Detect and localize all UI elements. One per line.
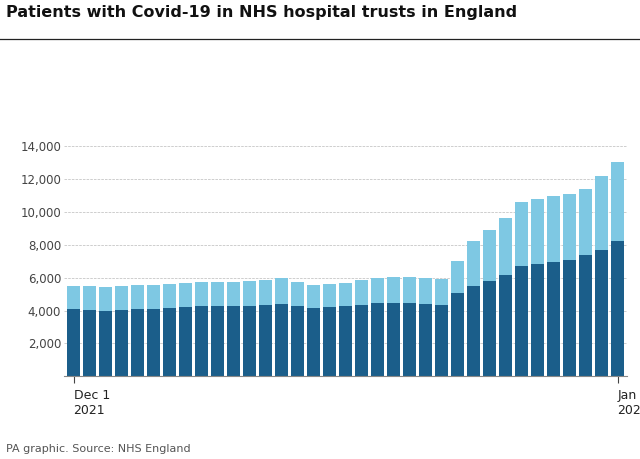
Bar <box>291 306 304 376</box>
Bar <box>115 310 128 376</box>
Bar <box>131 285 144 309</box>
Bar <box>371 278 384 303</box>
Bar <box>259 305 272 376</box>
Bar <box>579 255 592 376</box>
Bar <box>579 189 592 255</box>
Bar <box>611 162 624 241</box>
Bar <box>547 196 560 262</box>
Bar <box>611 241 624 376</box>
Bar <box>531 199 544 263</box>
Bar <box>147 309 160 376</box>
Bar <box>483 281 496 376</box>
Bar <box>499 218 512 275</box>
Bar <box>259 280 272 305</box>
Bar <box>99 287 112 311</box>
Bar <box>115 286 128 310</box>
Bar <box>467 241 480 286</box>
Bar <box>243 306 256 376</box>
Bar <box>147 285 160 309</box>
Bar <box>211 282 224 307</box>
Bar <box>435 279 448 305</box>
Bar <box>323 284 336 307</box>
Bar <box>67 309 80 376</box>
Bar <box>403 303 416 376</box>
Bar <box>211 307 224 376</box>
Bar <box>563 260 576 376</box>
Bar <box>387 277 400 303</box>
Bar <box>275 304 288 376</box>
Bar <box>403 277 416 303</box>
Bar <box>355 280 368 305</box>
Bar <box>323 307 336 376</box>
Bar <box>515 266 528 376</box>
Bar <box>227 307 240 376</box>
Bar <box>243 281 256 306</box>
Bar <box>435 305 448 376</box>
Bar <box>339 307 352 376</box>
Bar <box>195 307 208 376</box>
Bar <box>563 194 576 260</box>
Bar <box>131 309 144 376</box>
Bar <box>83 310 96 376</box>
Bar <box>515 202 528 266</box>
Bar <box>227 282 240 307</box>
Bar <box>595 250 608 376</box>
Bar <box>451 293 464 376</box>
Bar <box>419 279 432 304</box>
Bar <box>83 286 96 310</box>
Bar <box>355 305 368 376</box>
Bar <box>595 175 608 250</box>
Bar <box>531 263 544 376</box>
Bar <box>179 283 192 307</box>
Bar <box>371 303 384 376</box>
Bar <box>275 279 288 304</box>
Bar <box>99 311 112 376</box>
Bar <box>451 261 464 293</box>
Bar <box>467 286 480 376</box>
Bar <box>291 282 304 306</box>
Bar <box>339 283 352 307</box>
Bar <box>67 286 80 309</box>
Bar <box>307 308 320 376</box>
Bar <box>547 262 560 376</box>
Bar <box>163 308 176 376</box>
Bar <box>387 303 400 376</box>
Bar <box>419 304 432 376</box>
Bar <box>195 282 208 307</box>
Bar <box>307 285 320 308</box>
Text: PA graphic. Source: NHS England: PA graphic. Source: NHS England <box>6 444 191 454</box>
Bar <box>179 307 192 376</box>
Bar <box>163 284 176 308</box>
Bar <box>483 230 496 281</box>
Text: Patients with Covid-19 in NHS hospital trusts in England: Patients with Covid-19 in NHS hospital t… <box>6 5 518 20</box>
Bar <box>499 275 512 376</box>
